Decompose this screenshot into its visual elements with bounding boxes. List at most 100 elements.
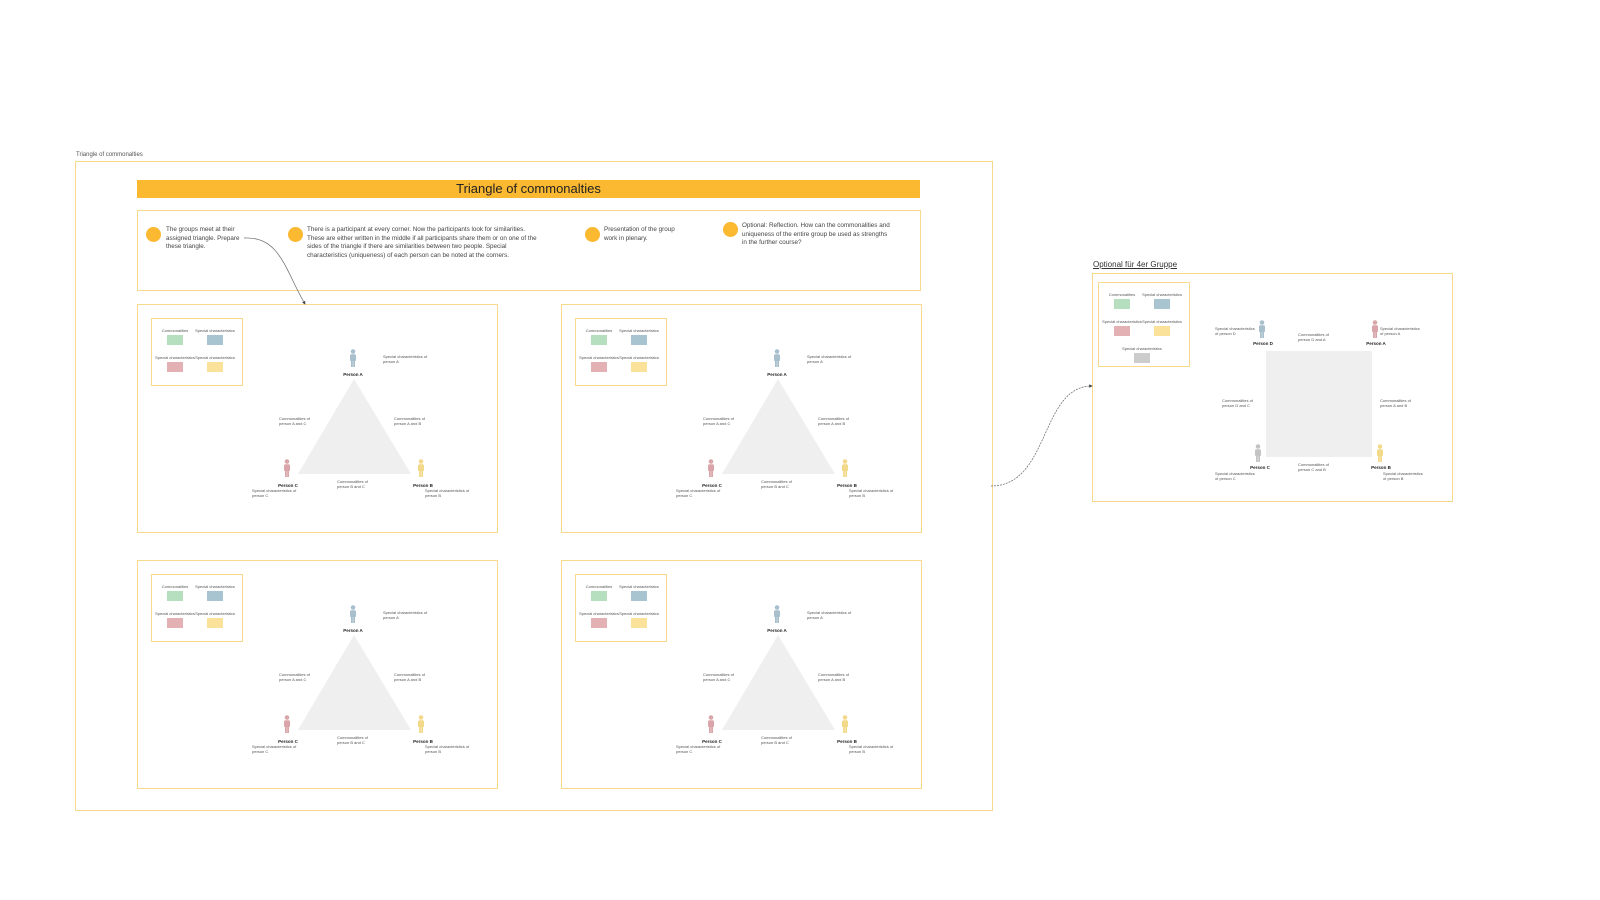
legend-box [1098,282,1190,367]
person-label: Person B [1371,465,1391,470]
person-label: Person A [767,372,787,377]
legend-label: Special characteristics [155,611,195,616]
person-label: Person B [413,483,433,488]
person-label: Person C [1250,465,1270,470]
person-figure-icon [708,459,714,477]
person-figure-icon [1377,444,1383,462]
commonalities-label: Commonalities of person B and C [761,735,792,745]
step-3-dot [585,227,600,242]
person-figure-icon [284,459,290,477]
commonalities-label: Commonalities of person A and C [703,672,734,682]
commonalities-label: Commonalities of person A and B [394,672,425,682]
legend-swatch [1114,299,1130,309]
person-figure-icon [350,349,356,367]
special-characteristics-label: Special characteristics of person B [1383,471,1423,481]
person-label: Person D [1253,341,1273,346]
person-label: Person C [702,483,722,488]
legend-label: Special characteristics [619,328,659,333]
person-figure-icon [842,715,848,733]
connector-step1-to-triangle [243,237,306,305]
legend-swatch [591,335,607,345]
special-characteristics-label: Special characteristics of person A [807,354,852,364]
legend-label: Special characteristics [155,355,195,360]
person-label: Person C [278,739,298,744]
commonalities-label: Commonalities of person A and B [818,416,849,426]
commonalities-label: Commonalities of person A and C [703,416,734,426]
legend-swatch [1134,353,1150,363]
commonalities-label: Commonalities of person A and C [279,672,310,682]
legend-swatch [207,362,223,372]
special-characteristics-label: Special characteristics of person A [807,610,852,620]
commonalities-label: Commonalities of person D and C [1222,398,1253,408]
special-characteristics-label: Special characteristics of person B [849,744,894,754]
person-label: Person C [278,483,298,488]
commonalities-label: Commonalities of person A and B [394,416,425,426]
legend-label: Commonalities [585,328,613,333]
legend-swatch [631,362,647,372]
commonalities-label: Commonalities of person B and C [337,479,368,489]
legend-label: Special characteristics [619,611,659,616]
legend-box [151,574,243,642]
legend-swatch [631,591,647,601]
triangle-panel-4[interactable]: Commonalities Special characteristics Spec… [561,560,922,789]
person-figure-icon [284,715,290,733]
legend-label: Special characteristics [1142,319,1182,324]
step-1-dot [146,227,161,242]
person-label: Person B [413,739,433,744]
step-2-text: There is a participant at every corner. … [307,226,537,259]
person-label: Person A [1366,341,1386,346]
person-label: Person A [343,628,363,633]
special-characteristics-label: Special characteristics of person A [383,610,428,620]
person-label: Person B [837,739,857,744]
person-figure-icon [418,715,424,733]
legend-label: Special characteristics [195,611,235,616]
legend-swatch [1154,326,1170,336]
legend-label: Commonalities [161,584,189,589]
special-characteristics-label: Special characteristics of person C [252,744,297,754]
triangle-shape [298,379,411,474]
special-characteristics-label: Special characteristics of person D [1215,326,1255,336]
legend-label: Special characteristics [1102,319,1142,324]
person-figure-icon [350,605,356,623]
person-figure-icon [774,349,780,367]
person-figure-icon [418,459,424,477]
legend-label: Special characteristics [1142,292,1182,297]
triangle-panel-1[interactable]: Commonalities Special characteristics Spec… [137,304,498,533]
square-shape [1266,351,1372,457]
special-characteristics-label: Special characteristics of person A [1380,326,1420,336]
special-characteristics-label: Special characteristics of person C [252,488,297,498]
legend-box [151,318,243,386]
legend-box [575,574,667,642]
commonalities-label: Commonalities of person A and C [279,416,310,426]
connector-board-to-optional [990,384,1093,487]
legend-label: Special characteristics [579,355,619,360]
legend-swatch [1154,299,1170,309]
legend-label: Commonalities [161,328,189,333]
person-figure-icon [708,715,714,733]
special-characteristics-label: Special characteristics of person A [383,354,428,364]
legend-label: Special characteristics [619,355,659,360]
triangle-shape [722,635,835,730]
special-characteristics-label: Special characteristics of person B [849,488,894,498]
optional-square-panel[interactable]: Commonalities Special characteristics Spec… [1092,273,1453,502]
legend-swatch [631,618,647,628]
legend-swatch [207,335,223,345]
triangle-panel-2[interactable]: Commonalities Special characteristics Spec… [561,304,922,533]
legend-label: Commonalities [1108,292,1136,297]
person-label: Person A [343,372,363,377]
commonalities-label: Commonalities of person A and B [818,672,849,682]
person-label: Person B [837,483,857,488]
person-label: Person A [767,628,787,633]
legend-swatch [167,591,183,601]
legend-label: Special characteristics [195,584,235,589]
triangle-panel-3[interactable]: Commonalities Special characteristics Spec… [137,560,498,789]
legend-label: Commonalities [585,584,613,589]
step-1-text: The groups meet at their assigned triang… [166,226,240,250]
special-characteristics-label: Special characteristics of person C [676,488,721,498]
step-4-dot [723,222,738,237]
legend-label: Special characteristics [1122,346,1162,351]
legend-label: Special characteristics [619,584,659,589]
legend-swatch [207,591,223,601]
person-figure-icon [1255,444,1261,462]
